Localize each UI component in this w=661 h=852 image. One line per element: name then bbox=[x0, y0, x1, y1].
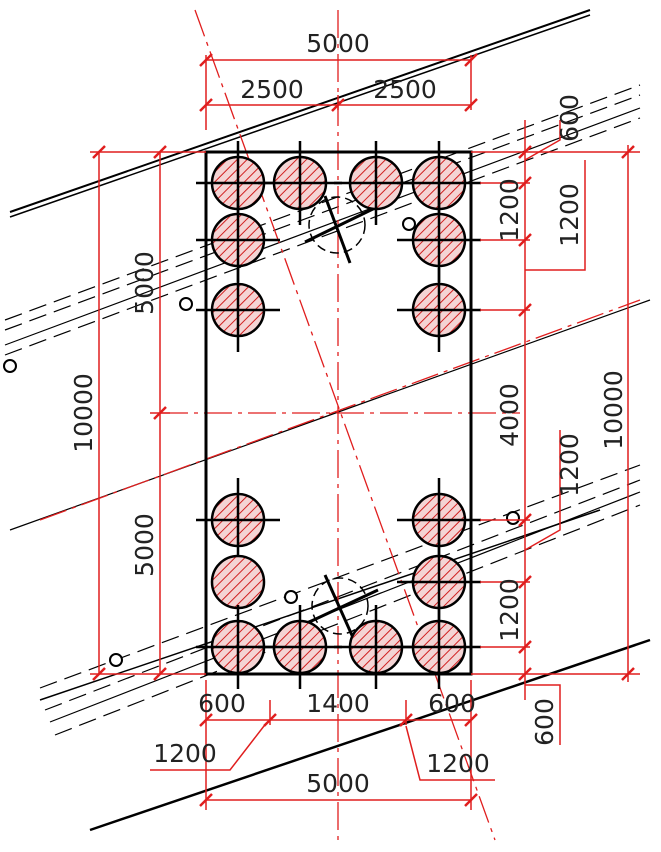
pile-icon bbox=[397, 268, 481, 352]
dashed-pipe-lower bbox=[39, 464, 641, 736]
centerlines bbox=[39, 9, 641, 841]
dashed-pipe-upper bbox=[4, 84, 641, 356]
pile-cap-outline bbox=[204, 150, 473, 676]
pile-icon bbox=[258, 141, 342, 225]
dim-left-total: 10000 bbox=[69, 373, 98, 453]
dimension-lines bbox=[90, 53, 640, 810]
dim-bottom-left-edge: 600 bbox=[198, 689, 246, 718]
dim-top-total: 5000 bbox=[306, 29, 370, 58]
piles bbox=[196, 141, 481, 689]
dim-top-right-half: 2500 bbox=[373, 75, 437, 104]
pile-icon bbox=[210, 554, 266, 610]
dim-right-spacing-3: 1200 bbox=[555, 433, 584, 497]
dim-bottom-right-edge: 600 bbox=[428, 689, 476, 718]
pile-icon bbox=[258, 605, 342, 689]
bridge-pier-bottom bbox=[304, 574, 379, 643]
dim-top-left-half: 2500 bbox=[240, 75, 304, 104]
dimension-labels: 5000 2500 2500 10000 5000 5000 4000 1000… bbox=[69, 29, 628, 798]
dim-right-bottom-offset: 600 bbox=[530, 698, 559, 746]
dim-right-top-offset: 600 bbox=[555, 94, 584, 142]
dim-left-upper-half: 5000 bbox=[130, 251, 159, 315]
dim-right-spacing-2: 1200 bbox=[555, 183, 584, 247]
dim-right-spacing-4: 1200 bbox=[495, 578, 524, 642]
dim-bottom-total: 5000 bbox=[306, 769, 370, 798]
dim-bottom-left-spacing: 1200 bbox=[153, 739, 217, 768]
pile-icon bbox=[196, 268, 280, 352]
dim-left-lower-half: 5000 bbox=[130, 513, 159, 577]
dim-right-total: 10000 bbox=[599, 370, 628, 450]
pile-icon bbox=[397, 605, 481, 689]
bridge-pier-top bbox=[304, 195, 376, 264]
dim-bottom-middle: 1400 bbox=[306, 689, 370, 718]
dim-right-spacing-1: 1200 bbox=[495, 178, 524, 242]
small-markers bbox=[3, 217, 520, 667]
dim-bottom-right-spacing: 1200 bbox=[426, 749, 490, 778]
dim-right-middle: 4000 bbox=[495, 383, 524, 447]
pile-icon bbox=[196, 478, 280, 562]
